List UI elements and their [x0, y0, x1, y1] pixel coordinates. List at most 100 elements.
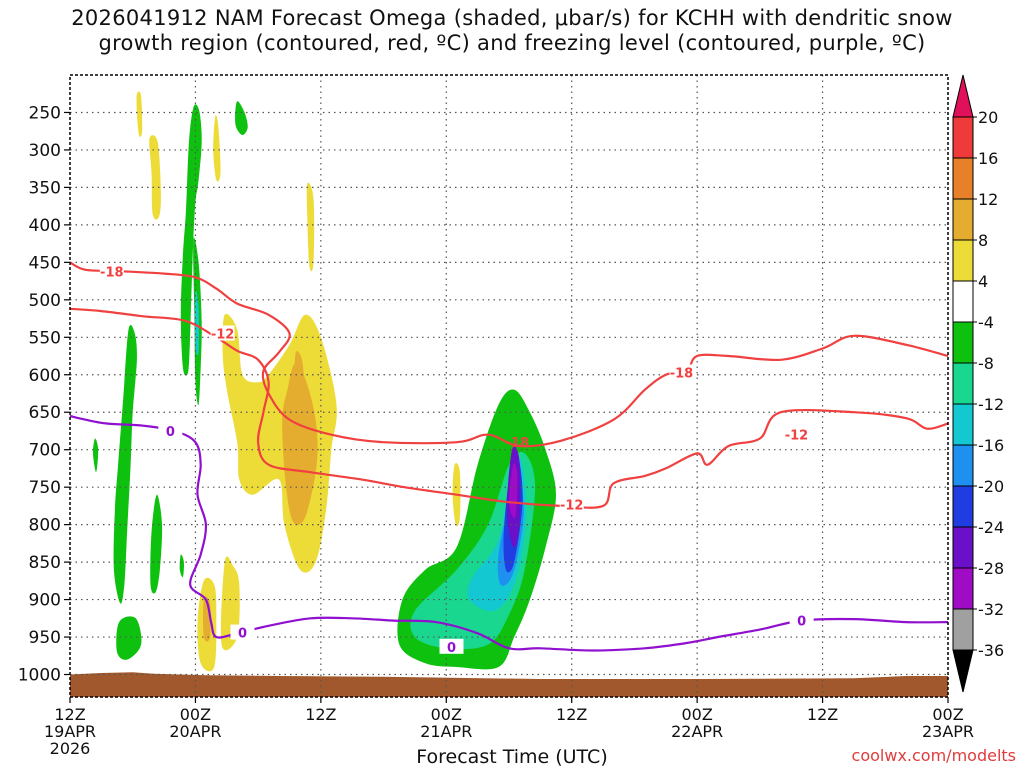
dgz_minus12-line — [69, 307, 949, 509]
dgz_minus12-label-bg — [559, 496, 584, 512]
omega-region — [92, 438, 99, 473]
colorbar-bin — [952, 608, 974, 651]
colorbar-bin — [952, 157, 974, 200]
terrain-layer — [70, 672, 948, 697]
chart-title-line2: growth region (contoured, red, ºC) and f… — [98, 31, 926, 55]
dgz_minus12-label-bg — [784, 426, 809, 442]
omega-region — [113, 324, 137, 604]
freezing_0-label: 0 — [166, 425, 175, 440]
x-tick-label: 00Z — [932, 705, 963, 724]
x-tick-label: 12Z — [54, 705, 85, 724]
dgz_minus18-label-bg — [669, 364, 694, 380]
x-tick-label: 00Z — [180, 705, 211, 724]
colorbar-label: 8 — [978, 231, 988, 250]
colorbar-label: -8 — [978, 354, 994, 373]
colorbar-bin — [952, 485, 974, 528]
y-tick-label: 350 — [29, 178, 61, 198]
x-tick-label: 2026 — [50, 739, 91, 758]
grid — [70, 75, 948, 697]
colorbar-label: -28 — [978, 559, 1004, 578]
y-tick-label: 900 — [29, 591, 61, 611]
colorbar-bin — [952, 116, 974, 159]
colorbar-label: 16 — [978, 149, 998, 168]
y-tick-label: 950 — [29, 628, 61, 648]
x-tick-label: 22APR — [671, 722, 723, 741]
omega-region — [136, 91, 143, 137]
terrain-fill — [70, 672, 948, 697]
freezing_0-label: 0 — [797, 615, 806, 630]
colorbar-bottom-arrow — [952, 649, 974, 693]
colorbar-label: -16 — [978, 436, 1004, 455]
x-tick-label: 19APR — [44, 722, 96, 741]
x-tick-label: 20APR — [169, 722, 221, 741]
x-tick-label: 12Z — [556, 705, 587, 724]
y-tick-label: 450 — [29, 253, 61, 273]
colorbar-top-arrow — [952, 74, 974, 118]
x-tick-label: 21APR — [420, 722, 472, 741]
freezing_0-label: 0 — [238, 627, 247, 642]
x-tick-label: 00Z — [431, 705, 462, 724]
freezing_0-line — [69, 414, 949, 652]
colorbar-label: 4 — [978, 272, 988, 291]
colorbar-bin — [952, 198, 974, 241]
omega-region — [150, 494, 163, 594]
colorbar-label: -36 — [978, 641, 1004, 660]
colorbar-bin — [952, 403, 974, 446]
y-tick-label: 750 — [29, 478, 61, 498]
freezing_0-label: 0 — [447, 641, 456, 656]
x-axis-label: Forecast Time (UTC) — [416, 746, 608, 768]
colorbar-bin — [952, 239, 974, 282]
omega-region — [306, 182, 315, 272]
colorbar-label: 12 — [978, 190, 998, 209]
freezing_0-label-bg — [158, 422, 183, 438]
axes: 250 300 350 400 450 500 550 600 650 700 750 800 850 9… — [18, 74, 974, 758]
omega-region — [294, 350, 305, 405]
contours: -18 -18 -12 -12 -12 0 0 0 0 -18 — [69, 261, 949, 656]
omega-region — [282, 363, 318, 525]
dgz_minus12-label-bg — [210, 325, 235, 341]
colorbar-label: -4 — [978, 313, 994, 332]
omega-shading — [92, 91, 556, 672]
y-tick-label: 800 — [29, 516, 61, 536]
y-tick-label: 650 — [29, 403, 61, 423]
freezing_0-label-bg — [439, 638, 464, 654]
colorbar-label: -20 — [978, 477, 1004, 496]
omega-region — [213, 115, 221, 182]
x-tick-label: 00Z — [681, 705, 712, 724]
colorbar-label: -12 — [978, 395, 1004, 414]
y-tick-label: 850 — [29, 553, 61, 573]
dgz_minus18-label: -18 — [100, 265, 124, 280]
omega-region — [180, 104, 202, 376]
colorbar-label: -32 — [978, 600, 1004, 619]
dgz_minus12-label: -12 — [560, 498, 584, 513]
omega-region — [116, 616, 142, 660]
dgz_minus18-label: -18 — [670, 367, 694, 382]
y-tick-label: 400 — [29, 216, 61, 236]
omega-region — [149, 135, 161, 220]
dgz_minus18-label: -18 — [506, 436, 530, 451]
colorbar-bin — [952, 362, 974, 405]
y-tick-label: 500 — [29, 291, 61, 311]
colorbar-label: -24 — [978, 518, 1004, 537]
omega-region — [235, 101, 248, 135]
omega-region — [222, 313, 337, 573]
source-credit: coolwx.com/modelts — [851, 746, 1016, 765]
x-tick-label: 12Z — [305, 705, 336, 724]
y-tick-label: 1000 — [18, 666, 61, 686]
dgz_minus18-label-bg — [99, 263, 124, 279]
chart-title-line1: 2026041912 NAM Forecast Omega (shaded, μ… — [71, 6, 953, 30]
colorbar-label: 20 — [978, 108, 998, 127]
y-tick-label: 250 — [29, 103, 61, 123]
y-tick-label: 300 — [29, 141, 61, 161]
omega-region — [508, 463, 518, 519]
y-tick-label: 550 — [29, 328, 61, 348]
colorbar-bin — [952, 526, 974, 569]
freezing_0-label-bg — [230, 624, 255, 640]
y-tick-label: 700 — [29, 441, 61, 461]
colorbar-bin — [952, 444, 974, 487]
colorbar-bin — [952, 567, 974, 610]
dgz_minus12-label: -12 — [785, 429, 809, 444]
dgz_minus12-label: -12 — [211, 328, 235, 343]
colorbar-bin — [952, 321, 974, 364]
